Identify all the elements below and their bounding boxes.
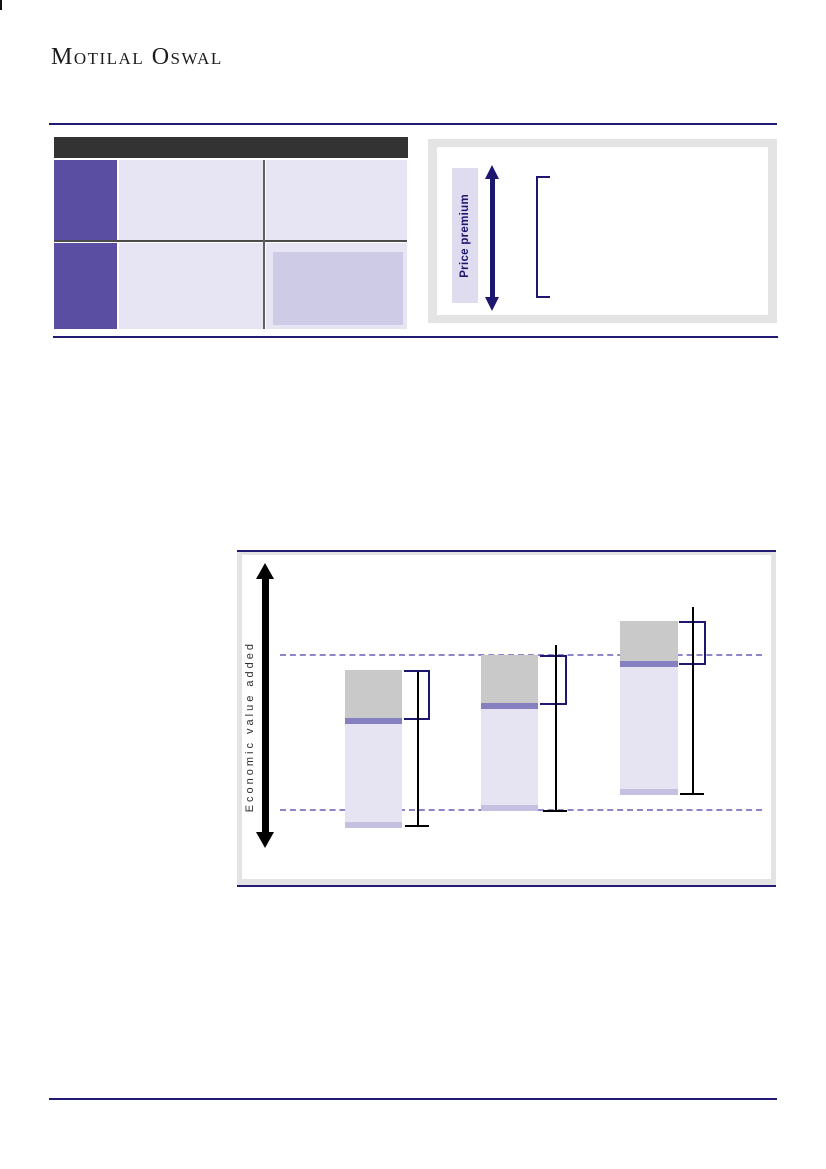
matrix-vertical-divider <box>263 160 265 329</box>
bar-2-value-range-bottom-cap <box>543 810 567 812</box>
price-premium-panel-inner: Price premium <box>437 147 768 315</box>
bar-3-value-range-bottom-cap <box>680 793 704 795</box>
matrix-cell-r1c2 <box>266 160 407 241</box>
section-divider-rule <box>53 336 778 338</box>
bar-2-value-range-line <box>555 645 557 810</box>
up-down-arrow-icon <box>490 178 495 298</box>
bar-2-premium-cap <box>481 655 538 703</box>
footer-divider-rule <box>49 1098 777 1100</box>
bar-3-value-range-line <box>692 607 694 793</box>
eva-axis-label-text: Economic value added <box>244 641 256 813</box>
bar-2-bottom-band <box>481 805 538 811</box>
bar-1-value-range-line <box>417 672 419 825</box>
eva-arrow-down-head-icon <box>256 832 274 848</box>
matrix-title-bar <box>54 137 408 158</box>
matrix-cell-r2c1 <box>119 243 263 329</box>
price-premium-panel: Price premium <box>428 139 777 323</box>
bar-1-base-body <box>345 724 402 822</box>
matrix-cell-r1c1 <box>119 160 263 241</box>
motilal-oswal-logo: Motilal Oswal <box>51 44 223 70</box>
arrow-up-head-icon <box>485 165 499 179</box>
matrix-row1-header-cell <box>54 160 117 241</box>
matrix-horizontal-divider <box>54 240 407 242</box>
eva-arrow-up-head-icon <box>256 563 274 579</box>
page-corner-mark <box>0 0 2 10</box>
bar-3-premium-cap <box>620 621 678 661</box>
eva-axis-label: Economic value added <box>239 615 261 839</box>
bar-2-divider-band <box>481 703 538 709</box>
chart-plot: Economic value added <box>237 552 776 885</box>
arrow-down-head-icon <box>485 297 499 311</box>
bar-1-divider-band <box>345 718 402 724</box>
range-bracket-icon <box>536 176 550 298</box>
bar-2-premium-bracket <box>540 655 567 705</box>
bar-3-bottom-band <box>620 789 678 795</box>
matrix-highlight-box <box>273 252 403 325</box>
price-premium-label-strip: Price premium <box>452 168 478 303</box>
price-premium-label: Price premium <box>459 193 471 278</box>
bar-3-base-body <box>620 667 678 789</box>
bar-3-divider-band <box>620 661 678 667</box>
matrix-row2-header-cell <box>54 243 117 329</box>
eva-chart-card: Economic value added <box>237 550 776 887</box>
bar-2-base-body <box>481 709 538 805</box>
bar-1-value-range-bottom-cap <box>405 825 429 827</box>
bar-1-bottom-band <box>345 822 402 828</box>
bar-1-premium-cap <box>345 670 402 718</box>
eva-axis-arrow-icon <box>262 577 269 834</box>
top-divider-rule <box>49 123 777 125</box>
